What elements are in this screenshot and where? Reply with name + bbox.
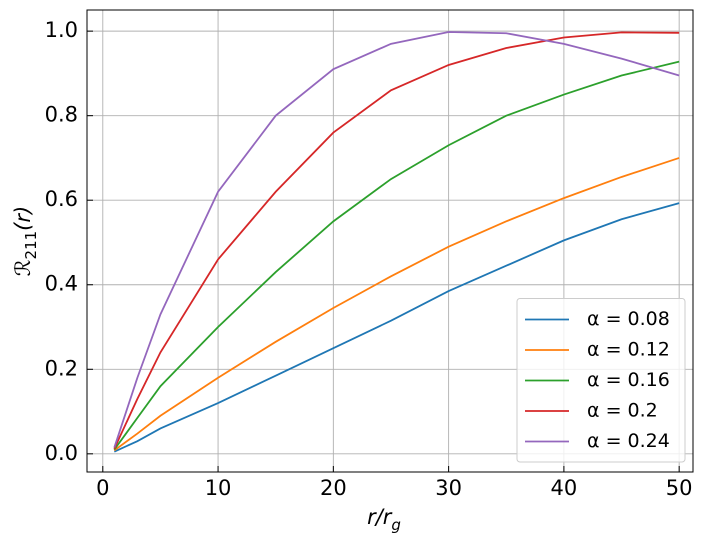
series-line (113, 157, 680, 452)
plot-frame (86, 9, 694, 473)
legend-box (516, 298, 686, 463)
series-line (113, 31, 680, 450)
legend-label: α = 0.08 (587, 308, 670, 330)
y-axis-label: ℛ211(r) (11, 206, 40, 276)
legend-label: α = 0.12 (587, 339, 670, 361)
x-tick-label: 30 (435, 476, 462, 500)
x-axis-label: r/rg (367, 505, 401, 534)
y-label-main: ℛ (11, 259, 35, 276)
x-tick-label: 40 (551, 476, 578, 500)
x-label-sub: g (391, 516, 401, 534)
y-tick-label: 0.0 (45, 441, 78, 465)
series-line (113, 60, 680, 451)
legend-label: α = 0.16 (587, 369, 670, 391)
legend: α = 0.08 α = 0.12 α = 0.16 α = 0.2 α = 0.24 (516, 298, 686, 463)
y-tick-label: 0.4 (45, 272, 78, 296)
x-label-main: r/r (367, 505, 393, 529)
x-tick-label: 50 (666, 476, 693, 500)
y-label-suffix: (r) (11, 206, 35, 231)
series-line (113, 31, 680, 448)
x-tick-label: 20 (320, 476, 347, 500)
y-tick-label: 1.0 (45, 18, 78, 42)
y-tick-label: 0.6 (45, 187, 78, 211)
legend-label: α = 0.24 (587, 430, 670, 452)
y-tick-label: 0.8 (45, 103, 78, 127)
x-tick-label: 10 (205, 476, 232, 500)
y-tick-label: 0.2 (45, 356, 78, 380)
x-tick-label: 0 (96, 476, 109, 500)
y-label-sub: 211 (22, 231, 40, 260)
series-line (113, 202, 680, 453)
legend-label: α = 0.2 (587, 400, 658, 422)
